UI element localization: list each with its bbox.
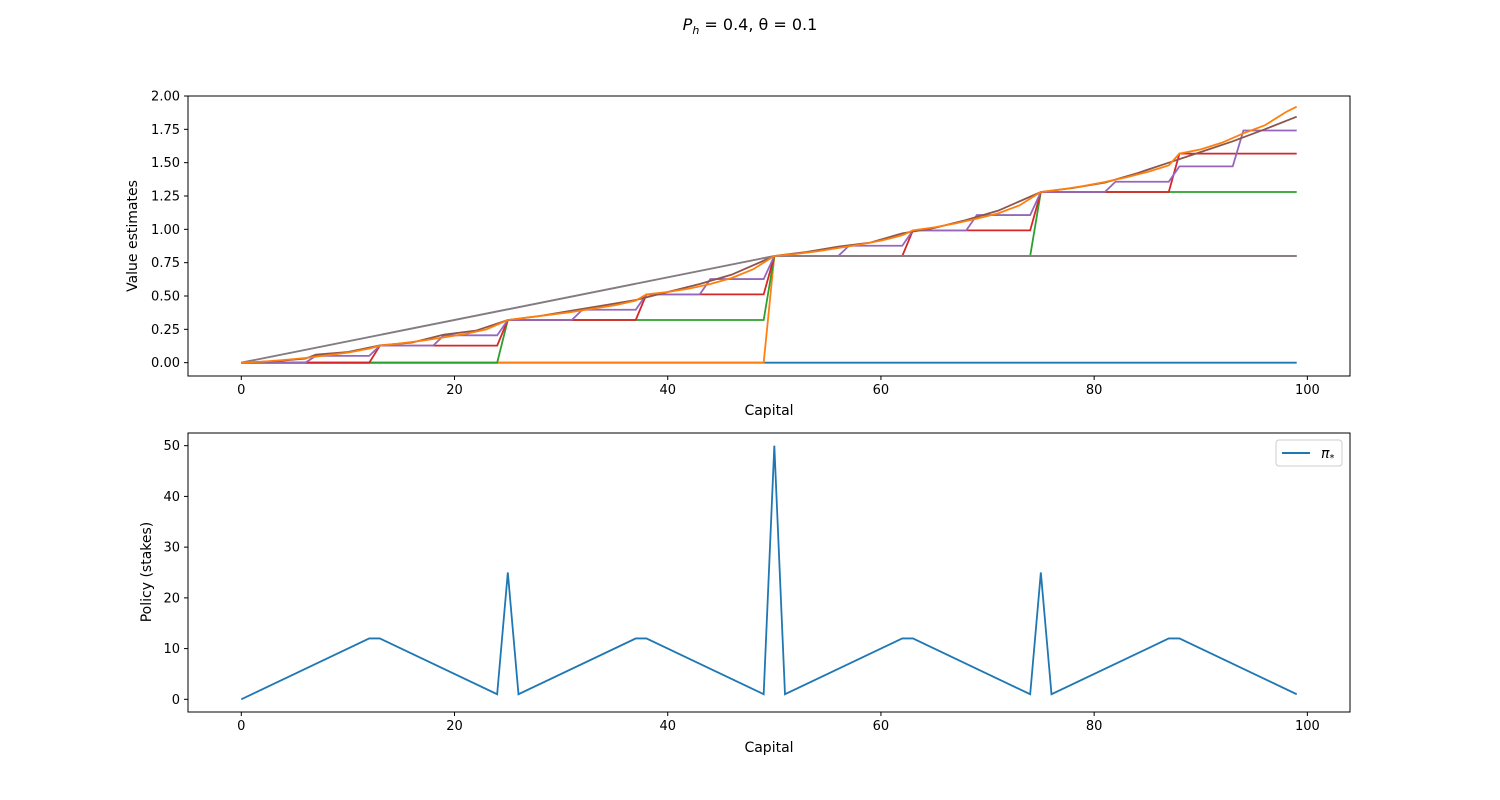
policy-y-tick-label: 40 (163, 490, 180, 505)
value-y-tick-label: 2.00 (151, 90, 180, 105)
value-x-ticks: 0 20 40 60 80 100 (237, 376, 1320, 398)
policy-plot-lines (240, 445, 1298, 701)
title-subscript: h (692, 24, 699, 37)
policy-y-tick-label: 20 (163, 591, 180, 606)
value-y-tick-label: 1.00 (151, 223, 180, 238)
legend-label: π* (1321, 446, 1334, 464)
value-x-axis-label: Capital (744, 403, 793, 419)
policy-x-tick-label: 0 (237, 719, 245, 734)
value-y-tick-label: 0.00 (151, 356, 180, 371)
policy-x-tick-label: 20 (446, 719, 463, 734)
value-series-line-4 (241, 129, 1297, 364)
value-y-tick-label: 0.50 (151, 290, 180, 305)
legend-label-sub: * (1329, 453, 1334, 464)
policy-x-tick-label: 40 (659, 719, 676, 734)
value-y-axis-label: Value estimates (125, 180, 141, 292)
value-y-tick-label: 1.50 (151, 156, 180, 171)
value-y-tick-label: 1.75 (151, 123, 180, 138)
value-y-tick-label: 0.25 (151, 323, 180, 338)
value-y-tick-label: 0.75 (151, 256, 180, 271)
policy-legend: π* (1275, 439, 1343, 467)
value-y-tick-label: 1.25 (151, 190, 180, 205)
policy-y-ticks: 0 10 20 30 40 50 (163, 439, 188, 708)
value-x-tick-label: 40 (659, 383, 676, 398)
value-x-tick-label: 20 (446, 383, 463, 398)
value-y-ticks: 0.00 0.25 0.50 0.75 1.00 1.25 1.50 1.75 2.00 (151, 90, 188, 371)
value-x-tick-label: 60 (873, 383, 890, 398)
policy-plot-frame (187, 432, 1351, 713)
value-x-tick-label: 80 (1086, 383, 1103, 398)
policy-x-tick-label: 100 (1295, 719, 1320, 734)
title-main: P (683, 15, 693, 34)
value-series-line-2 (241, 191, 1297, 364)
legend-label-main: π (1321, 446, 1330, 462)
policy-plot: 0 20 40 60 80 100 0 10 20 30 40 50 Capital Policy … (139, 432, 1351, 756)
value-x-tick-label: 0 (237, 383, 245, 398)
value-series-line-8 (241, 105, 1298, 364)
value-plot-frame (187, 95, 1351, 377)
policy-y-tick-label: 50 (163, 439, 180, 454)
policy-y-tick-label: 30 (163, 541, 180, 556)
policy-y-axis-label: Policy (stakes) (139, 522, 155, 623)
figure-title: Ph = 0.4, θ = 0.1 (683, 15, 818, 37)
policy-series-line-0 (240, 445, 1298, 701)
policy-y-tick-label: 0 (172, 693, 180, 708)
policy-x-ticks: 0 20 40 60 80 100 (237, 712, 1320, 734)
value-plot: 0 20 40 60 80 100 0.00 0.25 0.50 0.75 1.00 1.25 1.5… (125, 90, 1351, 419)
policy-x-tick-label: 80 (1086, 719, 1103, 734)
title-rest: = 0.4, θ = 0.1 (699, 15, 817, 34)
policy-x-tick-label: 60 (873, 719, 890, 734)
policy-y-tick-label: 10 (163, 642, 180, 657)
value-x-tick-label: 100 (1295, 383, 1320, 398)
value-plot-lines (241, 105, 1298, 364)
policy-x-axis-label: Capital (744, 740, 793, 756)
